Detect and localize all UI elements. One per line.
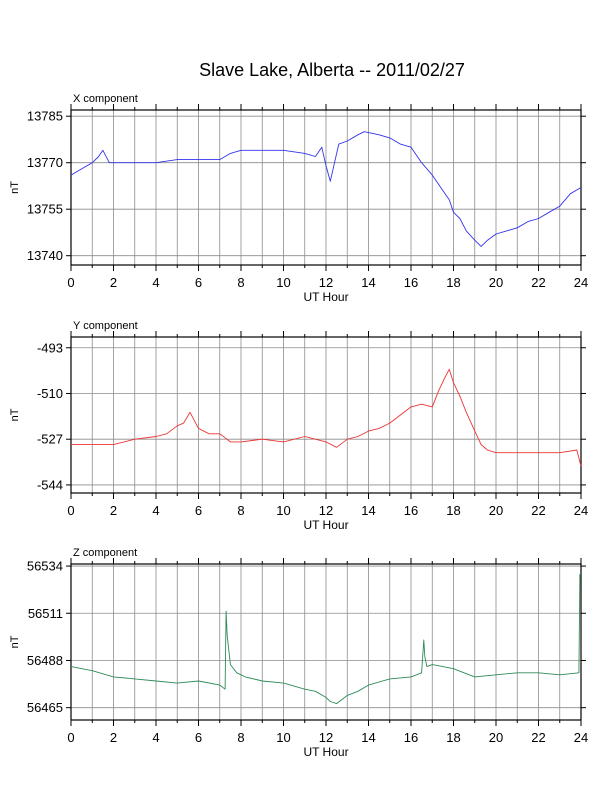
x-tick-label: 20 [489,503,503,518]
x-tick-label: 2 [110,730,117,745]
x-tick-label: 10 [276,275,290,290]
x-tick-label: 4 [152,275,159,290]
x-tick-label: 16 [404,730,418,745]
x-tick-label: 12 [319,503,333,518]
x-tick-label: 4 [152,730,159,745]
x-tick-label: 20 [489,275,503,290]
x-tick-label: 16 [404,275,418,290]
series-line [70,573,581,705]
y-tick-label: -544 [37,477,63,492]
panel-label: X component [73,93,138,105]
x-tick-label: 12 [319,730,333,745]
x-tick-label: 8 [237,730,244,745]
x-tick-label: 6 [195,730,202,745]
chart-title: Slave Lake, Alberta -- 2011/02/27 [199,60,465,80]
x-tick-label: 10 [276,730,290,745]
y-tick-label: -493 [37,340,63,355]
x-axis-label: UT Hour [303,518,348,532]
y-tick-label: 13755 [27,202,63,217]
panel-3: 0 2 4 6 8 10 12 14 16 18 20 22 245646556488565115653… [9,547,588,759]
x-tick-label: 6 [195,503,202,518]
y-tick-label: 56465 [27,700,63,715]
x-tick-label: 24 [574,730,588,745]
x-tick-label: 4 [152,503,159,518]
panel-1: 0 2 4 6 8 10 12 14 16 18 20 22 241374013755137701378… [9,93,588,304]
x-tick-label: 0 [67,503,74,518]
x-tick-label: 24 [574,275,588,290]
x-tick-label: 16 [404,503,418,518]
x-tick-label: 2 [110,275,117,290]
x-tick-label: 8 [237,503,244,518]
y-tick-label: 56511 [28,606,63,621]
y-tick-label: -510 [37,386,63,401]
x-tick-label: 0 [67,730,74,745]
x-axis-label: UT Hour [303,290,348,304]
x-axis-label: UT Hour [303,745,348,759]
x-tick-label: 14 [361,503,375,518]
y-tick-label: 13740 [27,248,63,263]
panel-label: Y component [73,320,138,332]
series-line [71,368,582,467]
y-tick-label: 56488 [27,653,63,668]
y-tick-label: 56534 [27,559,63,574]
series-line [70,131,582,247]
x-tick-label: 24 [574,503,588,518]
x-tick-label: 22 [531,503,545,518]
panel-label: Z component [73,547,137,559]
x-tick-label: 8 [237,275,244,290]
x-tick-label: 22 [531,730,545,745]
x-tick-label: 10 [276,503,290,518]
y-axis-label: nT [9,408,21,421]
y-tick-label: 13785 [27,109,63,124]
x-tick-label: 18 [446,503,460,518]
x-tick-label: 18 [446,730,460,745]
x-tick-label: 0 [67,275,74,290]
x-tick-label: 2 [110,503,117,518]
x-tick-label: 12 [319,275,333,290]
x-tick-label: 14 [361,730,375,745]
x-tick-label: 14 [361,275,375,290]
y-axis-label: nT [9,181,21,194]
x-tick-label: 20 [489,730,503,745]
x-tick-label: 6 [195,275,202,290]
x-tick-label: 22 [531,275,545,290]
y-axis-label: nT [9,635,21,648]
x-tick-label: 18 [446,275,460,290]
y-tick-label: 13770 [27,155,63,170]
y-tick-label: -527 [37,432,63,447]
